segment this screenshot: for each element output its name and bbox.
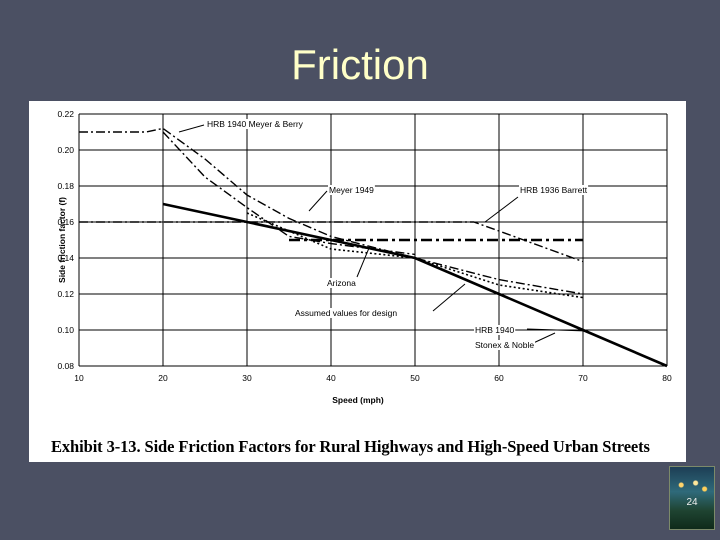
series-line-0 [79, 127, 584, 295]
annotation-leader-line [308, 190, 328, 212]
annotation-label: Stonex & Noble [475, 340, 534, 350]
y-tick-label: 0.16 [57, 217, 74, 227]
annotation-leader-line [178, 124, 205, 133]
y-tick-label: 0.20 [57, 145, 74, 155]
x-tick-label: 50 [410, 373, 420, 383]
x-tick-label: 20 [158, 373, 168, 383]
annotation-leader-line [484, 196, 519, 223]
y-tick-label: 0.12 [57, 289, 74, 299]
x-tick-label: 30 [242, 373, 252, 383]
annotation-label-bg [326, 278, 357, 288]
slide-thumbnail-image: 24 [669, 466, 715, 530]
annotation-leader-line [526, 328, 588, 332]
y-tick-label: 0.18 [57, 181, 74, 191]
y-axis-label: Side friction factor (f) [57, 197, 67, 283]
annotation-label-bg [519, 185, 589, 195]
annotation-label: Meyer 1949 [329, 185, 374, 195]
background-watermark [4, 300, 32, 500]
annotation-label-bg [474, 325, 516, 335]
x-axis-label: Speed (mph) [332, 395, 384, 405]
x-tick-label: 60 [494, 373, 504, 383]
annotation-label: Arizona [327, 278, 356, 288]
series-line-5 [162, 202, 668, 368]
y-tick-label: 0.08 [57, 361, 74, 371]
x-tick-label: 10 [74, 373, 84, 383]
x-tick-label: 40 [326, 373, 336, 383]
annotation-label: HRB 1940 Meyer & Berry [207, 119, 304, 129]
annotation-label-bg [328, 185, 375, 195]
y-tick-label: 0.14 [57, 253, 74, 263]
annotation-label-bg [474, 340, 536, 350]
annotation-label-bg [294, 308, 399, 318]
annotation-label: HRB 1936 Barrett [520, 185, 588, 195]
annotation-leader-line [356, 247, 370, 278]
series-line-2 [79, 221, 584, 263]
y-tick-label: 0.22 [57, 109, 74, 119]
x-tick-label: 70 [578, 373, 588, 383]
y-tick-label: 0.10 [57, 325, 74, 335]
annotation-label: Assumed values for design [295, 308, 397, 318]
annotation-label: HRB 1940 [475, 325, 514, 335]
city-lights-image [674, 475, 710, 495]
x-tick-label: 80 [662, 373, 672, 383]
slide-title: Friction [291, 41, 429, 88]
annotation-label-bg [206, 119, 304, 129]
annotation-leader-line [432, 283, 466, 312]
figure-caption: Exhibit 3-13. Side Friction Factors for … [51, 437, 650, 456]
figure-panel: 0.22 0.20 0.18 0.16 0.14 0.12 0.10 0.08 10 20 30 40… [29, 101, 686, 462]
slide-number: 24 [686, 497, 698, 508]
